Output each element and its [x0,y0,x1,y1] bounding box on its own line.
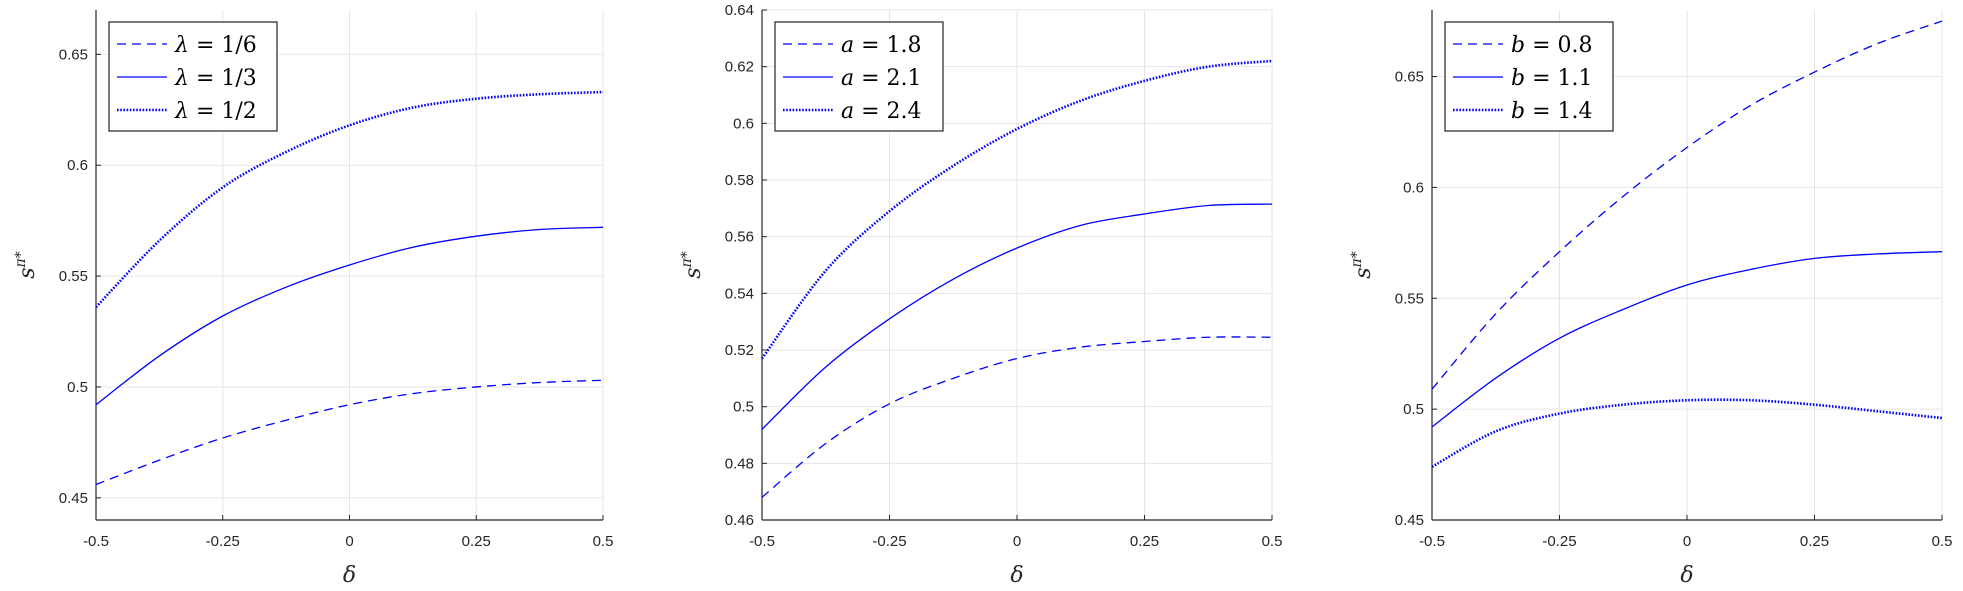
x-tick-label: -0.25 [872,533,906,550]
series-line-solid [1431,251,1943,428]
legend-label: b = 1.4 [1511,99,1593,124]
x-tick-label: -0.5 [749,533,775,550]
y-axis-label: sπ* [13,251,40,279]
y-tick-label: 0.6 [67,157,88,174]
series-line-solid [761,203,1273,430]
y-tick-label: 0.5 [1403,401,1424,418]
x-tick-label: 0.25 [1130,533,1159,550]
series-line-solid [95,226,604,406]
legend-label: λ = 1/3 [174,66,257,91]
y-tick-label: 0.56 [725,229,754,246]
x-tick-label: 0.5 [1932,533,1953,550]
legend-label: b = 1.1 [1511,66,1593,91]
y-tick-label: 0.45 [59,490,88,507]
y-tick-label: 0.5 [733,399,754,416]
y-tick-label: 0.54 [725,285,754,302]
y-tick-label: 0.64 [725,2,754,19]
legend-label: λ = 1/2 [174,99,257,124]
y-tick-label: 0.58 [725,172,754,189]
x-tick-label: 0 [1683,533,1691,550]
legend-label: b = 0.8 [1511,33,1593,58]
y-axis-label: sπ* [679,251,706,279]
x-tick-label: -0.5 [83,533,109,550]
y-tick-label: 0.55 [1395,290,1424,307]
subplot-b: -0.5 -0.25 0 0.25 0.5 0.45 0.5 0.55 0.6 0.65 δ sπ* b… [1349,10,1952,588]
y-axis-label: sπ* [1349,251,1376,279]
x-axis-label: δ [1010,563,1023,588]
subplot-a: -0.5 -0.25 0 0.25 0.5 0.46 0.48 0.5 0.52 0.54 0.56… [679,2,1282,588]
x-tick-label: 0.25 [462,533,491,550]
legend-label: a = 2.1 [841,66,922,91]
x-tick-label: -0.5 [1419,533,1445,550]
y-tick-label: 0.65 [59,46,88,63]
y-tick-label: 0.5 [67,379,88,396]
y-tick-label: 0.55 [59,268,88,285]
y-tick-label: 0.62 [725,59,754,76]
series-line-dashed [761,336,1273,498]
series-line-dotted [95,90,604,309]
legend-label: a = 2.4 [841,99,922,124]
y-tick-label: 0.65 [1395,69,1424,86]
x-tick-label: -0.25 [206,533,240,550]
series-line-dashed [1431,20,1943,390]
legend-label: a = 1.8 [841,33,922,58]
y-tick-label: 0.6 [733,115,754,132]
y-tick-label: 0.6 [1403,179,1424,196]
series-line-dotted [760,59,1273,360]
x-tick-label: 0.5 [593,533,614,550]
y-tick-label: 0.45 [1395,512,1424,529]
x-tick-label: 0.5 [1262,533,1283,550]
y-tick-label: 0.48 [725,455,754,472]
legend-label: λ = 1/6 [174,33,257,58]
x-tick-label: 0 [1013,533,1021,550]
x-axis-label: δ [343,563,356,588]
y-tick-label: 0.46 [725,512,754,529]
x-tick-label: -0.25 [1542,533,1576,550]
x-tick-label: 0 [345,533,353,550]
x-axis-label: δ [1680,563,1693,588]
x-tick-label: 0.25 [1800,533,1829,550]
subplot-lambda: -0.5 -0.25 0 0.25 0.5 0.45 0.5 0.55 0.6 0.65 δ sπ* λ… [13,10,613,588]
series-line-dashed [95,379,604,486]
y-tick-label: 0.52 [725,342,754,359]
